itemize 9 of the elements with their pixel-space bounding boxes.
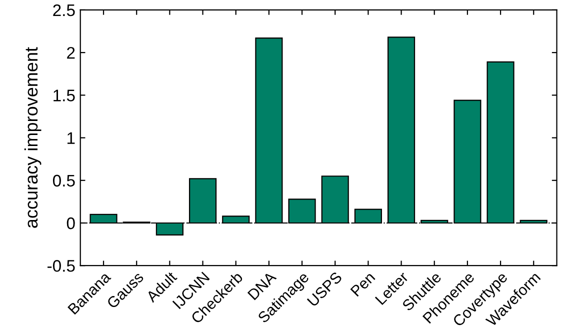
y-tick-label: -0.5 xyxy=(48,260,75,272)
y-tick-label: 0.5 xyxy=(52,174,75,187)
y-tick-label: 2 xyxy=(67,46,75,59)
y-tick-label: 2.5 xyxy=(53,4,75,16)
y-tick-label: 1.5 xyxy=(54,90,75,102)
y-tick-label: 0 xyxy=(66,217,75,230)
y-axis-title: accuracy improvement xyxy=(24,47,42,228)
y-tick-label: 1 xyxy=(68,132,75,144)
x-tick-label: Pen xyxy=(350,272,376,297)
